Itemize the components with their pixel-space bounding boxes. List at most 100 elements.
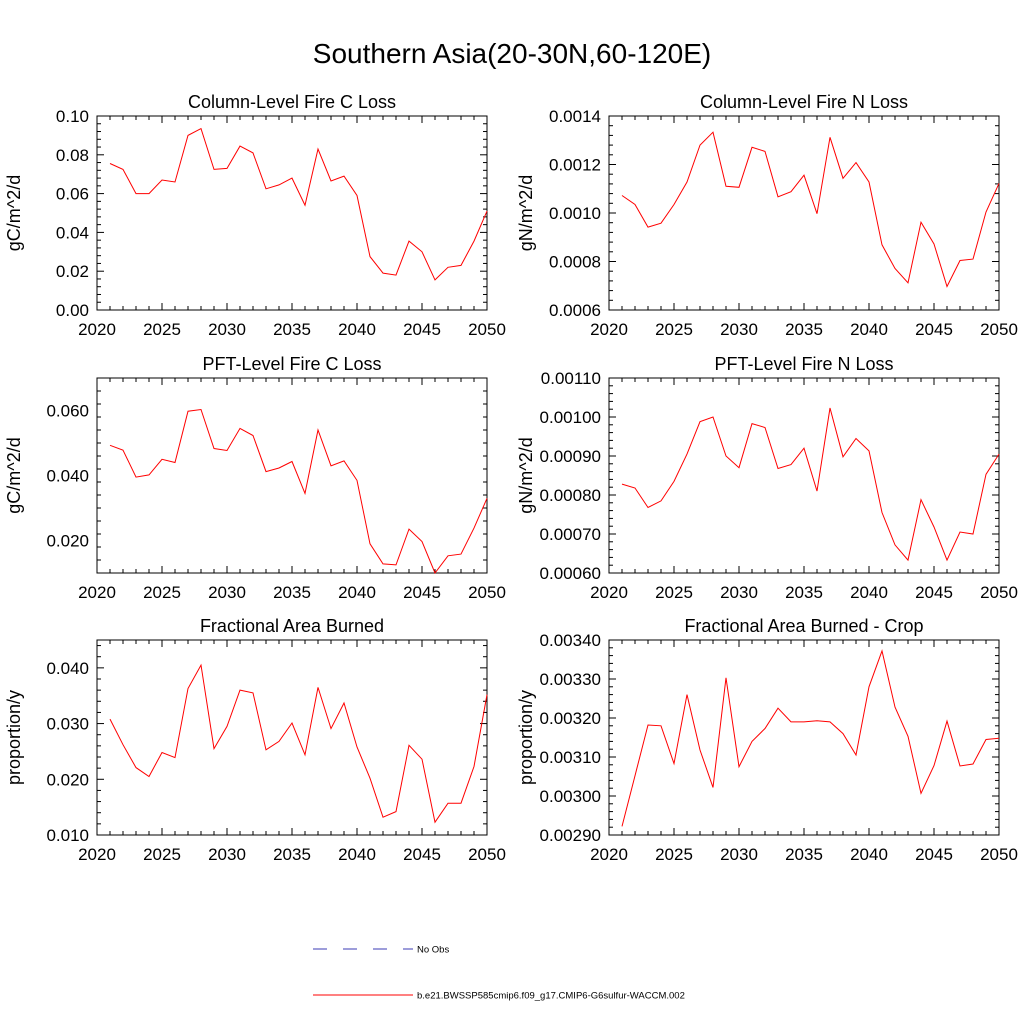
x-tick-label: 2050 (980, 320, 1018, 339)
chart-panel-1: 2020 2025 2030 2035 2040 2045 2050 0.00 0.02 0.04… (4, 92, 506, 339)
x-tick-label: 2040 (338, 320, 376, 339)
legend-label: No Obs (417, 945, 449, 956)
chart-title: PFT-Level Fire N Loss (714, 354, 893, 374)
y-tick-label: 0.00300 (540, 787, 601, 806)
x-tick-label: 2020 (78, 845, 116, 864)
y-tick-label: 0.0006 (549, 301, 601, 320)
chart-panel-3: 2020 2025 2030 2035 2040 2045 2050 0.020 0.040 0.… (4, 354, 506, 602)
chart-panel-6: 2020 2025 2030 2035 2040 2045 2050 0.00290 0.003… (516, 616, 1018, 864)
y-tick-label: 0.00090 (540, 447, 601, 466)
y-tick-label: 0.00110 (541, 369, 601, 388)
x-tick-label: 2045 (403, 583, 441, 602)
x-tick-label: 2040 (338, 583, 376, 602)
x-tick-label: 2050 (980, 845, 1018, 864)
series-line (621, 131, 1000, 288)
y-tick-label: 0.10 (56, 107, 89, 126)
plot-frame (96, 639, 488, 836)
x-tick-label: 2020 (78, 583, 116, 602)
series-line (109, 408, 488, 574)
y-tick-label: 0.00 (56, 301, 89, 320)
x-tick-label: 2040 (338, 845, 376, 864)
x-tick-label: 2025 (143, 845, 181, 864)
y-tick-label: 0.0010 (549, 204, 601, 223)
y-tick-label: 0.00070 (540, 525, 601, 544)
x-tick-label: 2035 (785, 320, 823, 339)
series-line (109, 663, 488, 824)
y-tick-label: 0.060 (46, 402, 89, 421)
x-tick-label: 2025 (143, 320, 181, 339)
series-line (109, 127, 488, 281)
y-tick-label: 0.06 (56, 185, 89, 204)
series-line (621, 407, 1000, 562)
x-tick-label: 2050 (468, 583, 506, 602)
y-tick-label: 0.00320 (540, 709, 601, 728)
y-axis-label: gN/m^2/d (516, 437, 536, 513)
x-tick-label: 2045 (915, 845, 953, 864)
x-tick-label: 2040 (850, 320, 888, 339)
y-tick-label: 0.0008 (549, 253, 601, 272)
y-tick-label: 0.00100 (540, 408, 601, 427)
plot-frame (608, 639, 1000, 836)
y-tick-label: 0.00290 (540, 826, 601, 845)
x-tick-label: 2045 (915, 320, 953, 339)
y-axis-label: gC/m^2/d (4, 175, 24, 251)
y-tick-label: 0.02 (56, 262, 89, 281)
legend-label: b.e21.BWSSP585cmip6.f09_g17.CMIP6-G6sulf… (417, 991, 685, 1002)
chart-title: Column-Level Fire N Loss (700, 92, 908, 112)
y-axis-label: gC/m^2/d (4, 437, 24, 513)
chart-panel-4: 2020 2025 2030 2035 2040 2045 2050 0.00060 0.000… (516, 354, 1018, 602)
plot-frame (96, 377, 488, 574)
y-tick-label: 0.00060 (540, 564, 601, 583)
x-tick-label: 2035 (273, 583, 311, 602)
x-tick-label: 2030 (720, 845, 758, 864)
x-tick-label: 2045 (403, 845, 441, 864)
x-tick-label: 2025 (655, 583, 693, 602)
x-tick-label: 2030 (720, 320, 758, 339)
y-tick-label: 0.040 (46, 467, 89, 486)
x-tick-label: 2025 (655, 320, 693, 339)
series-line (621, 649, 1000, 827)
y-tick-label: 0.030 (46, 715, 89, 734)
y-tick-label: 0.020 (46, 532, 89, 551)
x-tick-label: 2030 (208, 845, 246, 864)
y-axis-label: proportion/y (4, 690, 24, 785)
y-tick-label: 0.04 (56, 223, 89, 242)
x-tick-label: 2050 (468, 320, 506, 339)
x-tick-label: 2030 (720, 583, 758, 602)
y-tick-label: 0.00310 (540, 748, 601, 767)
x-tick-label: 2020 (590, 583, 628, 602)
x-tick-label: 2020 (78, 320, 116, 339)
y-axis-label: proportion/y (516, 690, 536, 785)
x-tick-label: 2025 (655, 845, 693, 864)
x-tick-label: 2035 (273, 845, 311, 864)
chart-panel-5: 2020 2025 2030 2035 2040 2045 2050 0.010 0.020 0.… (4, 616, 506, 864)
x-tick-label: 2025 (143, 583, 181, 602)
y-tick-label: 0.00330 (540, 670, 601, 689)
x-tick-label: 2035 (785, 583, 823, 602)
y-tick-label: 0.0012 (549, 156, 601, 175)
chart-title: Column-Level Fire C Loss (188, 92, 396, 112)
x-tick-label: 2045 (403, 320, 441, 339)
plot-frame (96, 115, 488, 311)
x-tick-label: 2035 (273, 320, 311, 339)
chart-panel-2: 2020 2025 2030 2035 2040 2045 2050 0.0006 0.0008… (516, 92, 1018, 339)
x-tick-label: 2020 (590, 320, 628, 339)
y-tick-label: 0.010 (46, 826, 89, 845)
figure-title: Southern Asia(20-30N,60-120E) (312, 38, 712, 69)
x-tick-label: 2050 (468, 845, 506, 864)
x-tick-label: 2030 (208, 320, 246, 339)
y-tick-label: 0.00080 (540, 486, 601, 505)
x-tick-label: 2040 (850, 583, 888, 602)
legend: No Obs b.e21.BWSSP585cmip6.f09_g17.CMIP6-… (313, 945, 685, 1002)
x-tick-label: 2040 (850, 845, 888, 864)
x-tick-label: 2045 (915, 583, 953, 602)
chart-title: PFT-Level Fire C Loss (202, 354, 381, 374)
y-tick-label: 0.08 (56, 146, 89, 165)
y-tick-label: 0.00340 (540, 631, 601, 650)
x-tick-label: 2035 (785, 845, 823, 864)
chart-title: Fractional Area Burned - Crop (684, 616, 923, 636)
chart-title: Fractional Area Burned (200, 616, 384, 636)
x-tick-label: 2030 (208, 583, 246, 602)
y-tick-label: 0.040 (46, 659, 89, 678)
